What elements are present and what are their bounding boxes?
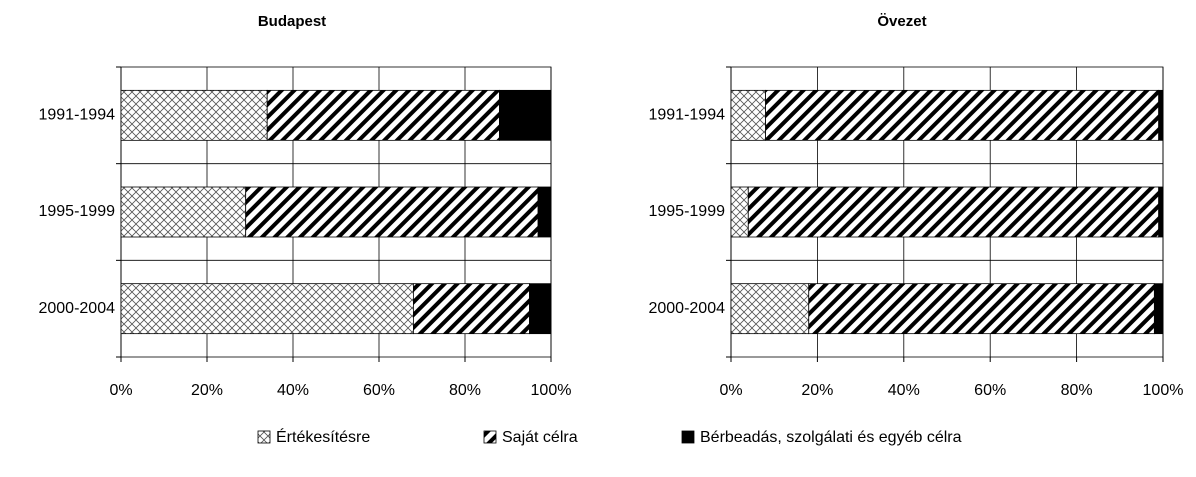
legend-label: Bérbeadás, szolgálati és egyéb célra: [700, 429, 962, 446]
x-tick-label: 60%: [363, 382, 395, 399]
y-tick-label: 1991-1994: [38, 107, 115, 124]
x-tick-label: 60%: [974, 382, 1006, 399]
x-tick-label: 100%: [531, 382, 572, 399]
bar-segment: [537, 186, 552, 238]
bar-segment: [245, 186, 539, 238]
legend-swatch: [483, 430, 497, 444]
bar-segment: [808, 283, 1155, 335]
bar-segment: [412, 283, 530, 335]
legend-swatch: [681, 430, 695, 444]
y-tick-label: 2000-2004: [38, 300, 115, 317]
x-tick-label: 40%: [888, 382, 920, 399]
y-tick-label: 1991-1994: [648, 107, 725, 124]
x-tick-label: 0%: [719, 382, 742, 399]
legend-swatch: [257, 430, 271, 444]
bar-segment: [120, 283, 414, 335]
chart-title: Budapest: [258, 13, 326, 30]
bar-segment: [120, 89, 268, 141]
legend-label: Értékesítésre: [276, 427, 370, 446]
legend-label: Saját célra: [502, 429, 578, 446]
bar-segment: [498, 89, 552, 141]
bar-segment: [730, 186, 749, 238]
x-tick-label: 20%: [801, 382, 833, 399]
y-tick-label: 2000-2004: [648, 300, 725, 317]
y-tick-label: 1995-1999: [38, 203, 115, 220]
bar-segment: [730, 89, 766, 141]
x-tick-label: 40%: [277, 382, 309, 399]
bar-segment: [765, 89, 1160, 141]
bar-segment: [730, 283, 810, 335]
x-tick-label: 0%: [109, 382, 132, 399]
bar-segment: [529, 283, 552, 335]
bar-segment: [1158, 186, 1164, 238]
bar-segment: [1153, 283, 1164, 335]
bar-segment: [266, 89, 500, 141]
x-tick-label: 20%: [191, 382, 223, 399]
x-tick-label: 100%: [1143, 382, 1184, 399]
chart-title: Övezet: [877, 13, 926, 30]
bar-segment: [1158, 89, 1164, 141]
x-tick-label: 80%: [449, 382, 481, 399]
bar-segment: [120, 186, 247, 238]
bar-segment: [747, 186, 1160, 238]
y-tick-label: 1995-1999: [648, 203, 725, 220]
x-tick-label: 80%: [1061, 382, 1093, 399]
